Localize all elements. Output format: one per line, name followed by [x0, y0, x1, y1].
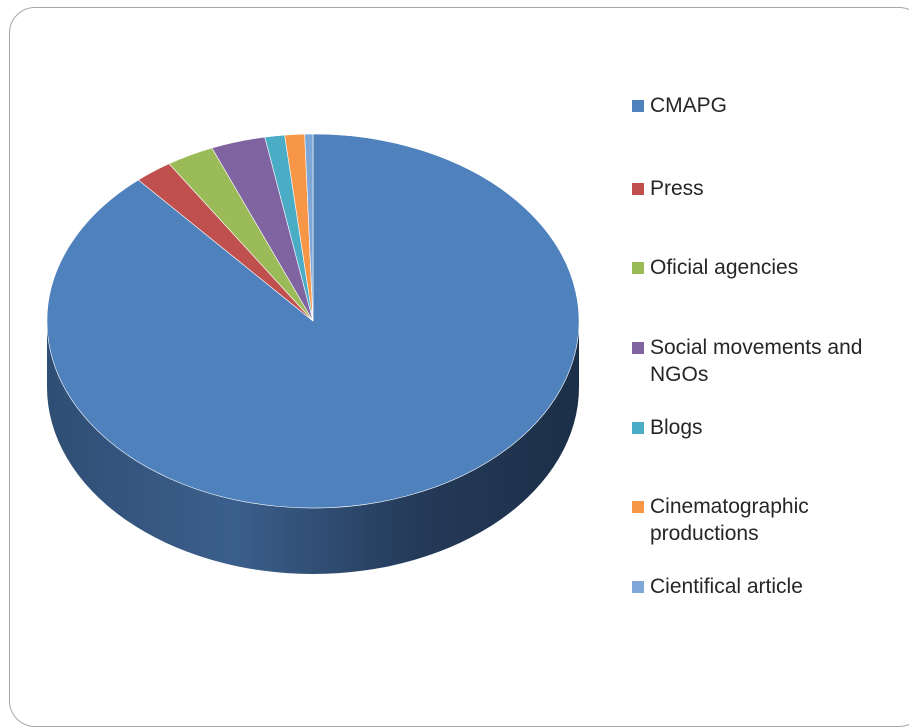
pie-side-wall-face [47, 321, 579, 574]
legend-label-cientifical-article: Cientifical article [650, 575, 803, 598]
legend-label-social-movements: Social movements and NGOs [650, 336, 863, 386]
legend-label-cmapg: CMAPG [650, 94, 728, 117]
pie-chart [46, 133, 580, 574]
legend-label-cinematographic: Cinematographic productions [650, 495, 809, 545]
legend-item-oficial-agencies: Oficial agencies [632, 254, 900, 281]
pie-side-wall [47, 321, 579, 574]
legend-label-press: Press [650, 177, 704, 200]
legend-label-blogs: Blogs [650, 416, 703, 439]
legend-swatch-blogs [632, 422, 644, 434]
legend-swatch-cinematographic [632, 501, 644, 513]
legend-item-cmapg: CMAPG [632, 92, 900, 119]
legend-swatch-press [632, 183, 644, 195]
legend-item-press: Press [632, 175, 900, 202]
legend-swatch-social-movements [632, 342, 644, 354]
legend-swatch-cientifical-article [632, 581, 644, 593]
pie-slice-cientifical-article [304, 133, 314, 322]
legend-item-blogs: Blogs [632, 414, 900, 441]
legend-swatch-cmapg [632, 100, 644, 112]
legend-item-social-movements: Social movements and NGOs [632, 334, 900, 388]
legend-item-cinematographic: Cinematographic productions [632, 493, 900, 547]
pie-slices [46, 133, 580, 509]
legend-item-cientifical-article: Cientifical article [632, 573, 900, 600]
legend-swatch-oficial-agencies [632, 262, 644, 274]
legend-label-oficial-agencies: Oficial agencies [650, 256, 799, 279]
